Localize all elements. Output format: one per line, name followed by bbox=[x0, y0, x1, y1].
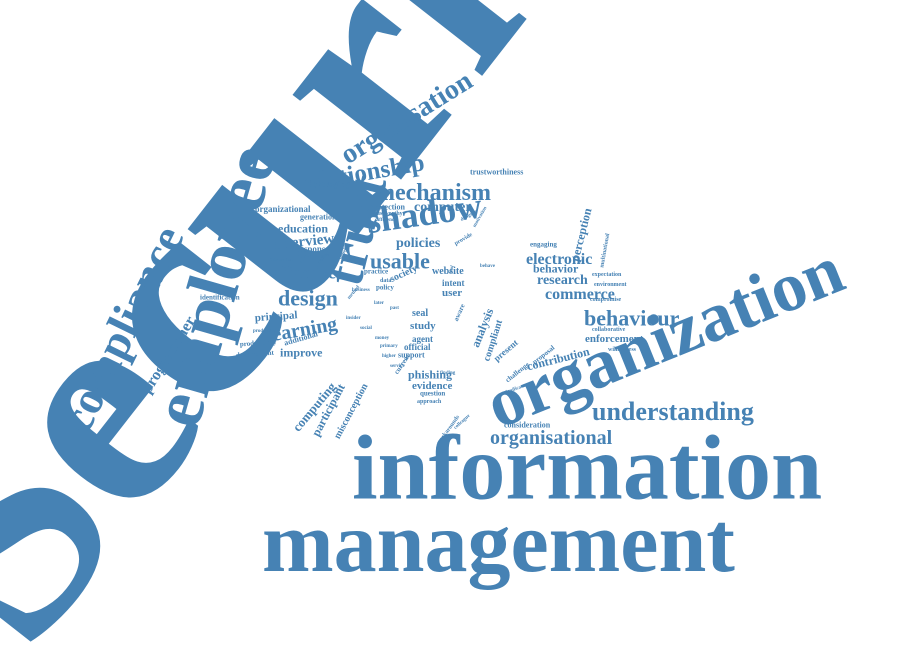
word-seal: seal bbox=[412, 308, 429, 319]
word-social: social bbox=[360, 326, 372, 331]
word-environment: environment bbox=[594, 282, 627, 289]
word-usable: usable bbox=[370, 248, 430, 274]
word-productive: productive bbox=[253, 329, 276, 334]
word-mechanism: mechanism bbox=[375, 179, 491, 206]
word-generation: generation bbox=[300, 212, 337, 222]
word-improve: improve bbox=[280, 345, 323, 360]
word-response: response bbox=[296, 243, 330, 254]
word-difference: difference bbox=[375, 218, 397, 223]
word-willingness: willingness bbox=[608, 347, 637, 354]
word-agent: agent bbox=[412, 333, 433, 344]
word-compromise: compromise bbox=[590, 297, 622, 304]
word-research: research bbox=[537, 272, 588, 288]
word-design: design bbox=[278, 285, 338, 311]
word-leveraging: leveraging bbox=[310, 178, 350, 189]
word-evidence: evidence bbox=[412, 380, 453, 393]
word-organisational: organisational bbox=[490, 427, 613, 449]
word-behaviour: behaviour bbox=[584, 305, 680, 331]
word-behave: behave bbox=[480, 264, 495, 269]
word-finding: finding bbox=[440, 371, 456, 376]
word-phishing: phishing bbox=[408, 367, 453, 382]
word-identification: identification bbox=[200, 293, 240, 302]
word-money: money bbox=[375, 336, 390, 341]
word-insider: insider bbox=[346, 316, 361, 321]
word-official: official bbox=[404, 341, 431, 352]
word-higher: higher bbox=[382, 354, 396, 359]
word-interaction: interaction bbox=[270, 258, 294, 263]
word-business: business bbox=[352, 288, 370, 293]
word-provide: provide bbox=[453, 232, 474, 248]
word-protection: protection bbox=[370, 202, 405, 212]
word-trustworthiness: trustworthiness bbox=[470, 167, 524, 177]
word-system: system bbox=[295, 248, 333, 264]
word-service: service bbox=[390, 364, 405, 369]
word-support: support bbox=[398, 350, 425, 360]
word-information: information bbox=[352, 416, 823, 519]
word-policy: policy bbox=[376, 283, 394, 292]
word-multinational: multinational bbox=[599, 233, 612, 269]
word-past: past bbox=[390, 306, 399, 311]
word-data: data bbox=[380, 278, 392, 285]
word-policies: policies bbox=[396, 235, 441, 251]
word-understanding: understanding bbox=[592, 397, 754, 427]
word-practice: practice bbox=[364, 267, 389, 276]
word-computer: computer bbox=[414, 199, 472, 215]
word-engaging: engaging bbox=[530, 240, 557, 249]
word-expectation: expectation bbox=[592, 272, 622, 279]
word-trustworthy: trustworthy bbox=[372, 211, 403, 218]
word-intent: intent bbox=[442, 277, 465, 288]
word-later: later bbox=[374, 301, 384, 306]
word-organizational: organizational bbox=[255, 203, 311, 214]
word-primary: primary bbox=[380, 344, 398, 349]
word-electronic: electronic bbox=[526, 251, 593, 269]
word-commerce: commerce bbox=[545, 286, 615, 304]
word-consideration: consideration bbox=[504, 420, 551, 430]
word-enforcement: enforcement bbox=[585, 333, 644, 346]
word-question: question bbox=[420, 389, 446, 398]
word-education: education bbox=[278, 221, 329, 236]
word-approach: approach bbox=[417, 399, 442, 406]
word-study: study bbox=[410, 320, 436, 333]
word-user: user bbox=[442, 287, 463, 300]
word-behavior: behavior bbox=[533, 261, 579, 276]
word-collaborative: collaborative bbox=[592, 327, 626, 334]
word-aware: aware bbox=[451, 302, 467, 323]
word-effective: effective bbox=[272, 262, 336, 283]
word-management: management bbox=[262, 494, 735, 591]
word-website: website bbox=[432, 266, 464, 277]
